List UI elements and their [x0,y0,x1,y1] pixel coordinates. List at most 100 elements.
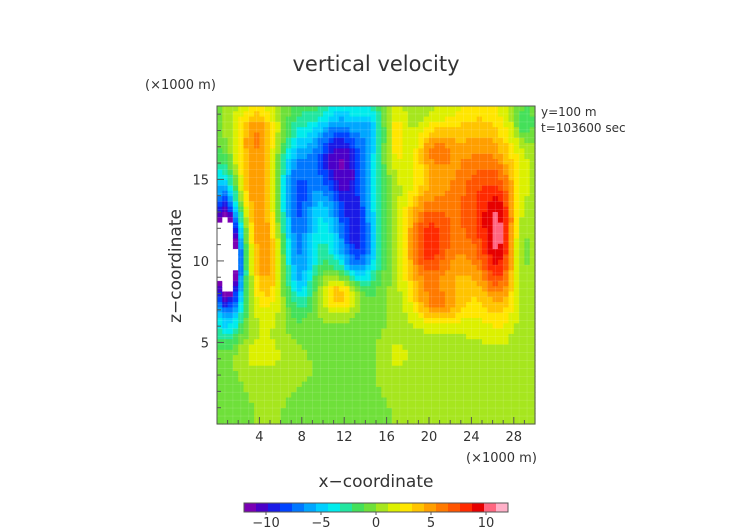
field-cell [460,381,467,388]
field-cell [285,111,292,118]
field-cell [254,328,260,335]
field-cell [455,371,462,377]
field-cell [418,249,425,255]
field-cell [444,397,451,404]
field-cell [466,365,472,372]
field-cell [434,180,441,187]
field-cell [471,418,478,425]
field-cell [503,307,510,314]
field-cell [466,254,472,261]
field-cell [397,249,404,255]
field-cell [354,206,361,213]
field-cell [450,238,457,245]
field-cell [307,296,313,303]
field-cell [232,376,239,383]
field-cell [285,196,292,202]
field-cell [418,339,425,346]
field-cell [487,121,494,128]
field-cell [323,121,329,128]
field-cell [323,164,329,171]
field-cell [444,323,451,330]
field-cell [365,222,372,229]
field-cell [466,233,472,240]
field-cell [291,386,298,393]
field-cell [434,413,441,420]
field-cell [349,376,356,383]
field-cell [450,227,457,234]
field-cell [407,265,414,271]
field-cell [354,132,361,139]
field-cell [529,254,536,261]
field-cell [407,408,414,414]
field-cell [323,402,329,409]
field-cell [381,164,388,171]
field-cell [391,286,398,293]
field-cell [434,408,441,414]
field-cell [418,121,425,128]
field-cell [238,296,245,303]
field-cell [402,174,409,181]
field-cell [301,233,308,240]
field-cell [413,408,419,414]
field-cell [413,238,419,245]
field-cell [386,344,393,351]
field-cell [280,280,287,287]
field-cell [349,339,356,346]
field-cell [338,201,345,208]
field-cell [413,270,419,277]
field-cell [460,323,467,330]
field-cell [482,190,488,197]
field-cell [497,291,504,298]
field-cell [328,307,335,314]
field-cell [344,259,351,266]
field-cell [270,132,276,139]
field-cell [254,116,260,123]
field-cell [450,349,457,356]
field-cell [391,270,398,277]
colorbar-swatch [340,503,353,512]
field-cell [508,296,515,303]
field-cell [349,222,356,229]
field-cell [376,397,382,404]
field-cell [386,318,393,324]
field-cell [354,164,361,171]
field-cell [429,275,435,282]
field-cell [301,137,308,144]
field-cell [397,275,404,282]
field-cell [254,365,260,372]
field-cell [439,270,446,277]
field-cell [296,249,303,255]
field-cell [227,280,234,287]
field-cell [227,159,234,165]
field-cell [275,360,282,367]
field-cell [497,392,504,399]
field-cell [476,111,483,118]
field-cell [397,328,404,335]
field-cell [391,333,398,340]
field-cell [376,349,382,356]
field-cell [370,286,377,293]
field-cell [248,174,255,181]
field-cell [370,312,377,319]
field-cell [232,259,239,266]
field-cell [349,169,356,176]
field-cell [402,349,409,356]
field-cell [307,386,313,393]
field-cell [259,275,266,282]
field-cell [402,312,409,319]
field-cell [503,132,510,139]
field-cell [317,143,324,149]
field-cell [434,132,441,139]
field-cell [328,169,335,176]
field-cell [232,190,239,197]
field-cell [354,212,361,218]
field-cell [349,217,356,224]
field-cell [328,360,335,367]
field-cell [482,121,488,128]
field-cell [386,270,393,277]
field-cell [402,217,409,224]
field-cell [429,164,435,171]
field-cell [301,371,308,377]
field-cell [381,174,388,181]
field-cell [444,386,451,393]
